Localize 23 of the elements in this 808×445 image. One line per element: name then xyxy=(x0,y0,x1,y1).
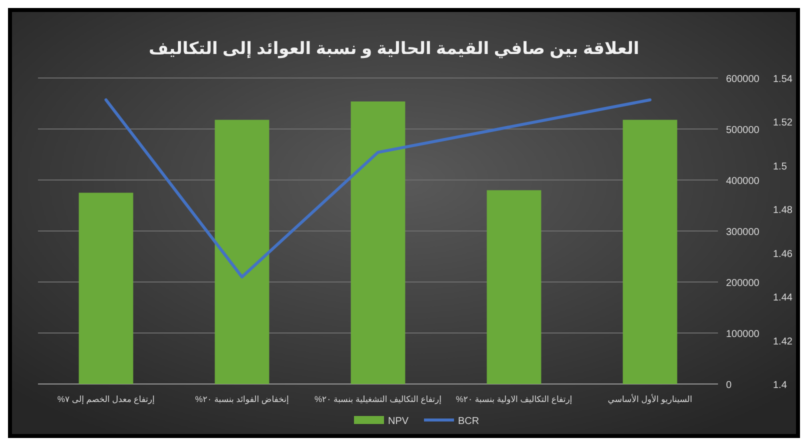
y2-tick-label: 1.54 xyxy=(773,74,793,85)
y-tick-label: 100000 xyxy=(726,329,760,340)
y-tick-label: 300000 xyxy=(726,227,760,238)
y2-tick-label: 1.46 xyxy=(773,248,793,260)
y2-tick-label: 1.44 xyxy=(773,292,793,304)
x-tick-label: إنخفاض الفوائد بنسبة ٢٠% xyxy=(195,394,289,405)
y-tick-label: 200000 xyxy=(726,278,760,289)
legend-label: BCR xyxy=(458,416,480,427)
y2-tick-label: 1.4 xyxy=(773,380,788,391)
y2-tick-label: 1.5 xyxy=(773,161,788,172)
x-tick-label: إرتفاع التكاليف الاولية بنسبة ٢٠% xyxy=(456,394,572,405)
x-tick-label: السيناريو الأول الأساسي xyxy=(608,393,692,405)
x-tick-label: إرتفاع التكاليف التشغيلية بنسبة ٢٠% xyxy=(314,394,442,405)
x-tick-label: إرتفاع معدل الخصم إلى ٧% xyxy=(57,394,155,405)
y-tick-label: 400000 xyxy=(726,176,760,187)
legend-label: NPV xyxy=(388,416,409,427)
y2-tick-label: 1.48 xyxy=(773,205,793,216)
y2-tick-label: 1.52 xyxy=(773,118,793,129)
y-tick-label: 500000 xyxy=(726,125,760,136)
y2-tick-label: 1.42 xyxy=(773,336,793,348)
y-tick-label: 600000 xyxy=(726,74,760,85)
y-tick-label: 0 xyxy=(726,380,732,391)
chart-title: العلاقة بين صافي القيمة الحالية و نسبة العوائد إلى التكاليف xyxy=(148,39,640,59)
